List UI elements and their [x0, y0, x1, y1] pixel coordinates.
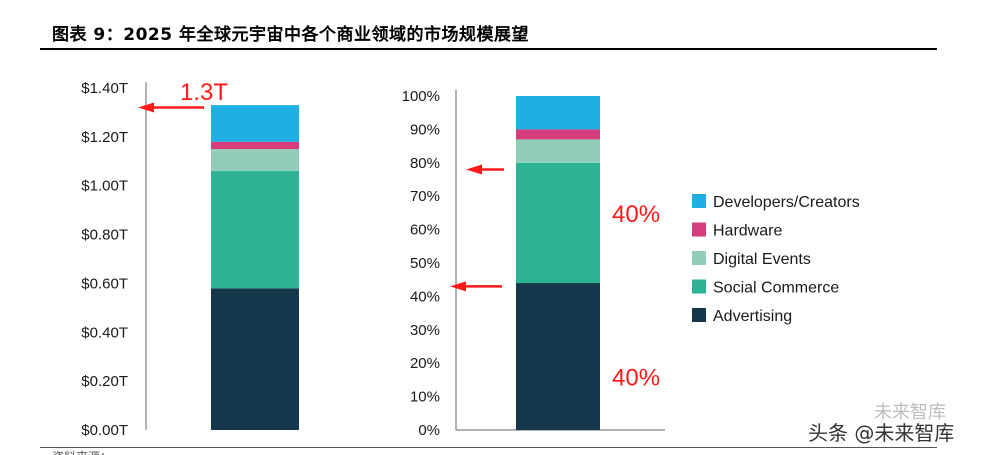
bar-segment-pct-digital-events: [516, 139, 600, 163]
bar-segment-developers-creators: [211, 105, 299, 142]
legend-swatch-hardware: [692, 222, 706, 237]
y-tick-label-right: 90%: [410, 121, 440, 138]
y-tick-label-left: $1.40T: [81, 80, 128, 97]
legend-label-hardware: Hardware: [713, 223, 782, 240]
annotation-arrow-total: [138, 102, 204, 113]
legend-swatch-digital-events: [692, 251, 706, 265]
bar-segment-advertising: [211, 288, 299, 430]
watermark-faint-text: 未来智库: [874, 402, 946, 423]
legend-label-developers-creators: Developers/Creators: [713, 194, 860, 211]
y-tick-label-left: $0.80T: [81, 227, 128, 244]
y-tick-label-right: 60%: [410, 222, 440, 239]
legend-swatch-advertising: [692, 308, 706, 322]
legend-label-digital-events: Digital Events: [713, 251, 811, 268]
y-tick-label-right: 20%: [410, 355, 440, 372]
y-tick-label-right: 40%: [410, 288, 440, 305]
source-note: 资料来源：: [52, 450, 112, 455]
y-tick-label-left: $1.20T: [81, 129, 128, 146]
annotation-label-2: 40%: [612, 365, 660, 392]
bar-segment-digital-events: [211, 149, 299, 172]
y-tick-label-right: 0%: [418, 422, 440, 439]
chart-title: 图表 9：2025 年全球元宇宙中各个商业领域的市场规模展望: [52, 25, 529, 45]
y-tick-label-left: $0.20T: [81, 373, 128, 390]
y-tick-label-right: 30%: [410, 322, 440, 339]
bar-segment-hardware: [211, 141, 299, 150]
y-tick-label-right: 80%: [410, 155, 440, 172]
legend-label-social-commerce: Social Commerce: [713, 280, 839, 297]
bar-segment-pct-advertising: [516, 283, 600, 430]
y-tick-label-right: 100%: [402, 88, 440, 105]
annotation-label-1: 40%: [612, 201, 660, 228]
y-tick-label-left: $1.00T: [81, 178, 128, 195]
y-tick-label-right: 10%: [410, 389, 440, 406]
annotation-arrow-1: [466, 164, 504, 175]
y-tick-label-left: $0.00T: [81, 422, 128, 439]
annotation-arrow-2: [450, 281, 502, 292]
bar-segment-pct-hardware: [516, 129, 600, 140]
bar-segment-pct-social-commerce: [516, 162, 600, 284]
legend-label-advertising: Advertising: [713, 308, 792, 325]
legend-swatch-developers-creators: [692, 194, 706, 208]
watermark-text: 头条 @未来智库: [808, 421, 954, 445]
legend-swatch-social-commerce: [692, 279, 706, 294]
title-divider: [40, 48, 937, 50]
bottom-divider: [40, 447, 937, 448]
y-tick-label-left: $0.60T: [81, 275, 128, 292]
bar-segment-pct-developers-creators: [516, 96, 600, 130]
y-tick-label-left: $0.40T: [81, 324, 128, 341]
y-tick-label-right: 70%: [410, 188, 440, 205]
annotation-label-total: 1.3T: [180, 79, 228, 106]
bar-segment-social-commerce: [211, 171, 299, 289]
y-tick-label-right: 50%: [410, 255, 440, 272]
